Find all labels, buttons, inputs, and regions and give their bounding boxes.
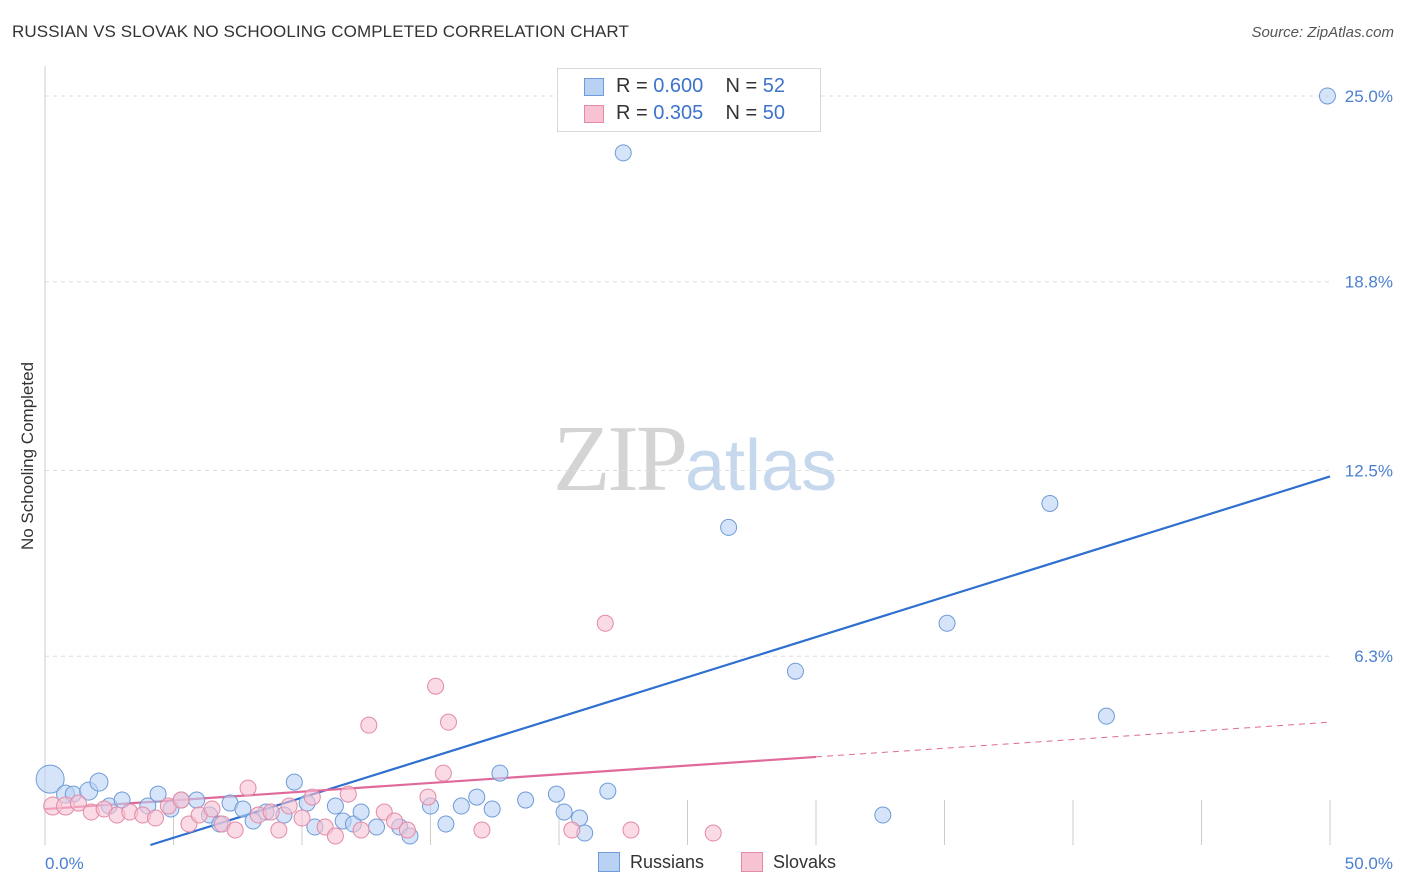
legend-text-slovaks: R = 0.305 N = 50 [616, 102, 785, 125]
point-russians [1041, 494, 1059, 512]
trend-line-slovaks-extrapolated [815, 721, 1331, 758]
tick-labels: 6.3% 12.5% 18.8% 25.0% 0.0% 50.0% [45, 87, 1393, 873]
legend-swatch-russians [584, 78, 604, 96]
point-slovaks [398, 821, 416, 839]
legend-n-value: 50 [762, 102, 786, 124]
point-russians [326, 797, 344, 815]
point-slovaks [473, 821, 491, 839]
point-russians [452, 797, 470, 815]
point-russians [1318, 87, 1336, 105]
point-slovaks [434, 764, 452, 782]
point-slovaks [326, 827, 344, 845]
point-russians [517, 791, 535, 809]
legend-swatch-slovaks [584, 105, 604, 123]
trend-lines [44, 475, 1331, 847]
point-slovaks [203, 800, 221, 818]
point-russians [352, 803, 370, 821]
point-slovaks [69, 794, 87, 812]
point-russians [437, 815, 455, 833]
legend-r-value: 0.305 [653, 102, 704, 124]
y-tick-label: 12.5% [1345, 461, 1393, 480]
point-slovaks [386, 812, 404, 830]
legend-r-value: 0.600 [653, 75, 704, 97]
point-slovaks [360, 716, 378, 734]
point-slovaks [596, 614, 614, 632]
y-tick-label: 6.3% [1354, 647, 1393, 666]
point-russians [874, 806, 892, 824]
legend-row-slovaks: R = 0.305 N = 50 [558, 101, 820, 127]
watermark-zip: ZIP [553, 407, 688, 511]
point-slovaks [419, 788, 437, 806]
correlation-legend: R = 0.600 N = 52 R = 0.305 N = 50 [557, 68, 821, 132]
point-slovaks [147, 809, 165, 827]
point-russians [483, 800, 501, 818]
point-slovaks [262, 803, 280, 821]
point-slovaks [563, 821, 581, 839]
legend-n-label: N = [725, 75, 763, 97]
bottom-legend-swatch-slovaks [741, 852, 763, 872]
legend-r-label: R = [616, 102, 654, 124]
bottom-legend-label-russians: Russians [630, 852, 705, 872]
point-slovaks [339, 785, 357, 803]
point-russians [188, 791, 206, 809]
point-slovaks [427, 677, 445, 695]
axes [44, 66, 1331, 845]
chart-title: RUSSIAN VS SLOVAK NO SCHOOLING COMPLETED… [12, 22, 629, 41]
point-russians [149, 785, 167, 803]
point-slovaks [704, 824, 722, 842]
bottom-legend-russians[interactable]: Russians [598, 852, 704, 873]
point-russians [720, 518, 738, 536]
point-russians [89, 772, 109, 792]
point-slovaks [303, 788, 321, 806]
legend-n-label: N = [725, 102, 763, 124]
bottom-legend-label-slovaks: Slovaks [773, 852, 837, 872]
watermark: ZIPatlas [553, 405, 837, 513]
point-russians [599, 782, 617, 800]
point-russians [491, 764, 509, 782]
legend-n-value: 52 [762, 75, 786, 97]
bottom-legend-swatch-russians [598, 852, 620, 872]
point-slovaks [239, 779, 257, 797]
legend-text-russians: R = 0.600 N = 52 [616, 75, 785, 98]
point-russians [35, 764, 65, 794]
legend-r-label: R = [616, 75, 654, 97]
source-label: Source: ZipAtlas.com [1251, 24, 1394, 41]
point-russians [786, 662, 804, 680]
point-slovaks [172, 791, 190, 809]
gridlines [45, 95, 1330, 657]
point-russians [614, 144, 632, 162]
point-slovaks [439, 713, 457, 731]
legend-row-russians: R = 0.600 N = 52 [558, 74, 820, 100]
y-tick-label: 18.8% [1345, 273, 1393, 292]
point-russians [1097, 707, 1115, 725]
point-russians [571, 809, 589, 827]
point-russians [285, 773, 303, 791]
x-tick-label: 50.0% [1345, 854, 1393, 873]
trend-line-russians [150, 475, 1331, 847]
x-tick-label: 0.0% [45, 854, 84, 873]
point-slovaks [352, 821, 370, 839]
point-slovaks [226, 821, 244, 839]
point-slovaks [270, 821, 288, 839]
y-tick-label: 25.0% [1345, 87, 1393, 106]
point-slovaks [293, 809, 311, 827]
bottom-legend-slovaks[interactable]: Slovaks [741, 852, 836, 873]
point-russians [468, 788, 486, 806]
point-russians [113, 791, 131, 809]
watermark-atlas: atlas [685, 426, 838, 506]
point-russians [938, 614, 956, 632]
point-russians [234, 800, 252, 818]
data-points [35, 87, 1336, 845]
point-russians [555, 803, 573, 821]
point-slovaks [622, 821, 640, 839]
point-russians [368, 818, 386, 836]
point-slovaks [280, 797, 298, 815]
point-russians [547, 785, 565, 803]
